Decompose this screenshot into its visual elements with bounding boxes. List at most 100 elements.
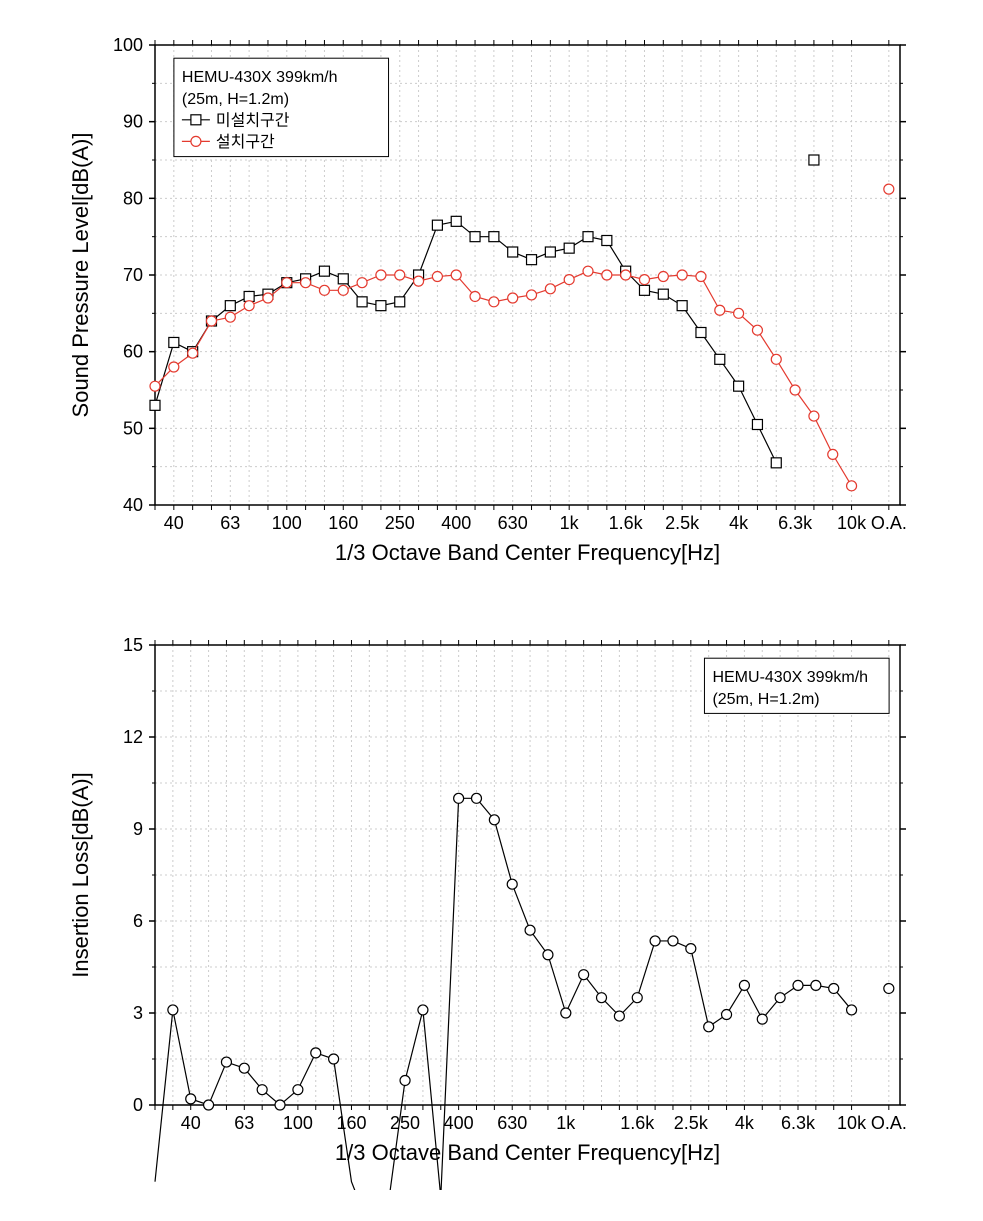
data-point — [319, 285, 329, 295]
spl-chart: 40506070809010040631001602504006301k1.6k… — [60, 20, 920, 595]
data-point — [809, 411, 819, 421]
y-axis-label: Sound Pressure Level[dB(A)] — [68, 133, 93, 418]
data-point — [414, 276, 424, 286]
data-point — [639, 285, 649, 295]
legend-title: (25m, H=1.2m) — [182, 91, 289, 108]
data-point — [809, 155, 819, 165]
data-point — [734, 308, 744, 318]
data-point — [275, 1100, 285, 1110]
svg-text:160: 160 — [328, 513, 358, 533]
data-point — [470, 291, 480, 301]
data-point — [257, 1085, 267, 1095]
data-point — [263, 293, 273, 303]
svg-text:O.A.: O.A. — [871, 1113, 907, 1133]
data-point — [489, 232, 499, 242]
data-point — [602, 236, 612, 246]
svg-text:3: 3 — [133, 1003, 143, 1023]
data-point — [301, 278, 311, 288]
svg-text:1.6k: 1.6k — [609, 513, 644, 533]
data-point — [771, 354, 781, 364]
data-point — [169, 337, 179, 347]
data-point — [583, 266, 593, 276]
data-point — [811, 980, 821, 990]
data-point — [704, 1022, 714, 1032]
data-point — [632, 993, 642, 1003]
svg-text:1k: 1k — [556, 1113, 576, 1133]
svg-text:400: 400 — [441, 513, 471, 533]
legend-entry: 미설치구간 — [216, 111, 290, 129]
data-point — [722, 1010, 732, 1020]
svg-text:90: 90 — [123, 112, 143, 132]
data-point — [206, 316, 216, 326]
data-point — [338, 285, 348, 295]
svg-text:15: 15 — [123, 635, 143, 655]
data-point — [489, 815, 499, 825]
legend-title: (25m, H=1.2m) — [712, 691, 819, 708]
svg-text:0: 0 — [133, 1095, 143, 1115]
data-point — [508, 293, 518, 303]
data-point — [376, 270, 386, 280]
data-point — [244, 301, 254, 311]
svg-text:6.3k: 6.3k — [781, 1113, 816, 1133]
data-point — [395, 270, 405, 280]
data-point — [432, 220, 442, 230]
data-point — [527, 290, 537, 300]
svg-text:40: 40 — [123, 495, 143, 515]
data-point — [775, 993, 785, 1003]
legend-title: HEMU-430X 399km/h — [712, 669, 868, 686]
x-axis-label: 1/3 Octave Band Center Frequency[Hz] — [335, 1140, 720, 1165]
data-point — [282, 278, 292, 288]
data-point — [150, 400, 160, 410]
data-point — [338, 274, 348, 284]
data-point — [470, 232, 480, 242]
data-point — [602, 270, 612, 280]
svg-text:50: 50 — [123, 418, 143, 438]
svg-text:6: 6 — [133, 911, 143, 931]
data-point — [169, 362, 179, 372]
svg-text:1.6k: 1.6k — [620, 1113, 655, 1133]
data-point — [293, 1085, 303, 1095]
data-point — [621, 270, 631, 280]
data-point — [715, 354, 725, 364]
svg-text:2.5k: 2.5k — [674, 1113, 709, 1133]
page: 40506070809010040631001602504006301k1.6k… — [0, 0, 983, 1221]
svg-text:1k: 1k — [560, 513, 580, 533]
data-point — [244, 291, 254, 301]
data-point — [451, 216, 461, 226]
data-point — [168, 1005, 178, 1015]
svg-text:6.3k: 6.3k — [778, 513, 813, 533]
data-point — [186, 1094, 196, 1104]
data-point — [583, 232, 593, 242]
svg-text:250: 250 — [385, 513, 415, 533]
svg-text:4k: 4k — [729, 513, 749, 533]
data-point — [188, 348, 198, 358]
svg-text:160: 160 — [336, 1113, 366, 1133]
data-point — [150, 381, 160, 391]
data-point — [639, 275, 649, 285]
svg-text:4k: 4k — [735, 1113, 755, 1133]
data-point — [715, 305, 725, 315]
data-point — [564, 243, 574, 253]
svg-text:9: 9 — [133, 819, 143, 839]
data-point — [752, 325, 762, 335]
svg-text:63: 63 — [220, 513, 240, 533]
data-point — [543, 950, 553, 960]
data-point — [489, 297, 499, 307]
svg-text:100: 100 — [113, 35, 143, 55]
data-point — [658, 272, 668, 282]
data-point — [329, 1054, 339, 1064]
svg-text:80: 80 — [123, 188, 143, 208]
data-point — [790, 385, 800, 395]
data-point — [225, 301, 235, 311]
svg-text:40: 40 — [164, 513, 184, 533]
svg-text:630: 630 — [497, 1113, 527, 1133]
data-point — [319, 266, 329, 276]
svg-text:100: 100 — [272, 513, 302, 533]
svg-text:60: 60 — [123, 342, 143, 362]
data-point — [221, 1057, 231, 1067]
data-point — [225, 312, 235, 322]
data-point — [597, 993, 607, 1003]
data-point — [545, 284, 555, 294]
data-point — [204, 1100, 214, 1110]
svg-text:12: 12 — [123, 727, 143, 747]
